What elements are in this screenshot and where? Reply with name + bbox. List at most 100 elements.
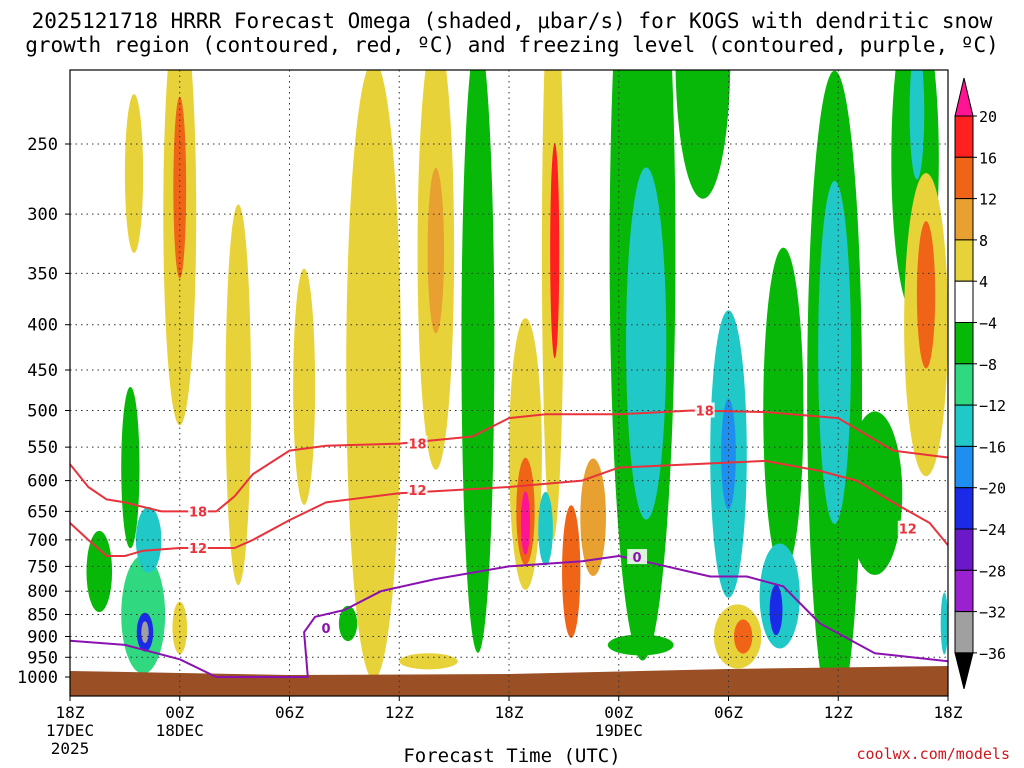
colorbar-label: 20 <box>979 108 997 126</box>
x-tick-label: 12Z <box>824 703 853 722</box>
contour-label-bg <box>188 540 209 556</box>
colorbar-label: −36 <box>979 645 1006 663</box>
omega-cell <box>173 96 187 279</box>
contour-label: 0 <box>633 551 642 566</box>
omega-cell <box>818 181 852 524</box>
y-tick-label: 700 <box>27 531 58 551</box>
contour-label-bg <box>407 435 428 451</box>
omega-cell <box>769 584 783 636</box>
x-tick-sublabel: 2025 <box>51 739 90 758</box>
colorbar-segment <box>954 322 974 365</box>
omega-cell <box>607 634 674 656</box>
y-tick-label: 650 <box>27 502 58 522</box>
contours <box>70 409 948 678</box>
omega-cell <box>580 458 606 576</box>
x-tick-sublabel: 17DEC <box>46 721 94 740</box>
omega-shading <box>86 70 948 696</box>
omega-cell <box>675 70 731 199</box>
contour-label-bg <box>188 503 209 519</box>
y-tick-label: 250 <box>27 135 58 155</box>
y-tick-label: 450 <box>27 361 58 381</box>
colorbar-label: −4 <box>979 315 997 333</box>
omega-cell <box>141 621 149 643</box>
colorbar: 20 16 12 8 4 −4 −8 −12 −16 −20 −24 −28 −32 −36 <box>954 77 1006 690</box>
x-axis-title: Forecast Time (UTC) <box>403 745 621 767</box>
omega-cell <box>733 619 753 654</box>
colorbar-segment <box>954 487 974 530</box>
colorbar-label: −32 <box>979 604 1006 622</box>
y-tick-label: 500 <box>27 402 58 422</box>
contour-label-bg <box>627 549 648 565</box>
omega-cell <box>135 506 162 573</box>
colorbar-label: −24 <box>979 521 1006 539</box>
contour-label: 18 <box>189 505 207 520</box>
omega-cell <box>461 70 495 653</box>
colorbar-label: −16 <box>979 438 1006 456</box>
omega-cell <box>293 268 316 505</box>
colorbar-segment <box>954 611 974 654</box>
x-tick-label: 06Z <box>275 703 304 722</box>
omega-cell <box>940 592 948 655</box>
x-tick-sublabel: 19DEC <box>595 721 643 740</box>
omega-cell <box>562 505 581 638</box>
omega-cell <box>520 491 531 555</box>
colorbar-segment <box>954 115 974 158</box>
omega-cell <box>86 530 113 613</box>
x-tick-label: 12Z <box>385 703 414 722</box>
colorbar-label: 12 <box>979 191 997 209</box>
x-tick-label: 18Z <box>495 703 524 722</box>
contour-label-bg <box>694 402 715 418</box>
colorbar-label: −28 <box>979 562 1006 580</box>
omega-cell <box>721 398 736 510</box>
omega-cell <box>847 411 903 576</box>
omega-cell <box>121 386 140 549</box>
contour-label-bg <box>407 482 428 498</box>
colorbar-top-arrow <box>954 77 974 117</box>
gridlines <box>70 70 948 696</box>
y-tick-label: 950 <box>27 648 58 668</box>
x-tick-label: 18Z <box>56 703 85 722</box>
y-tick-label: 400 <box>27 316 58 336</box>
omega-cell <box>346 70 402 680</box>
colorbar-segment <box>954 445 974 489</box>
colorbar-segment <box>954 569 974 613</box>
x-tick-label: 06Z <box>714 703 743 722</box>
colorbar-segment <box>954 156 974 200</box>
y-tick-label: 750 <box>27 557 58 577</box>
contour-label: 18 <box>408 438 426 453</box>
contour-label-bg <box>316 619 337 635</box>
colorbar-segment <box>954 280 974 324</box>
omega-cell <box>550 143 560 359</box>
contour-label-bg <box>897 520 918 536</box>
contour-labels: 18 12 18 12 18 12 0 0 <box>188 402 918 637</box>
contour-freezing-level <box>70 555 948 678</box>
x-tick-label: 00Z <box>165 703 194 722</box>
colorbar-segment <box>954 404 974 447</box>
colorbar-segment <box>954 363 974 406</box>
y-tick-label: 1000 <box>17 668 58 688</box>
omega-cell <box>338 605 358 642</box>
y-tick-label: 850 <box>27 606 58 626</box>
contour-label: 12 <box>899 523 917 538</box>
y-tick-label: 550 <box>27 438 58 458</box>
colorbar-bottom-arrow <box>954 652 974 690</box>
y-tick-label: 600 <box>27 472 58 492</box>
y-tick-label: 800 <box>27 582 58 602</box>
y-tick-label: 350 <box>27 264 58 284</box>
y-tick-label: 900 <box>27 627 58 647</box>
omega-cell <box>916 221 936 369</box>
omega-cell <box>909 70 925 180</box>
omega-cell <box>427 167 445 334</box>
title-line-2: growth region (contoured, red, ºC) and f… <box>25 33 999 57</box>
contour-label: 12 <box>408 484 426 499</box>
x-tick-label: 00Z <box>604 703 633 722</box>
colorbar-segment <box>954 239 974 282</box>
omega-cell <box>124 94 144 254</box>
colorbar-label: 4 <box>979 273 988 291</box>
y-tick-label: 300 <box>27 205 58 225</box>
omega-cell <box>538 491 553 566</box>
omega-cell <box>172 601 188 655</box>
omega-cell <box>399 653 458 670</box>
